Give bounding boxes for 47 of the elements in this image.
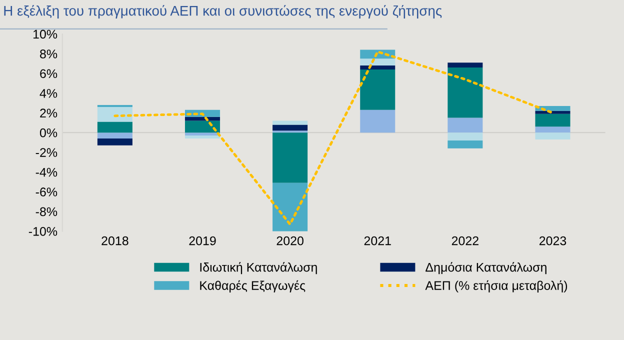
bar <box>184 132 220 136</box>
y-tick-label: 8% <box>40 50 58 58</box>
bar <box>184 120 220 133</box>
bar <box>535 132 570 140</box>
y-tick-label: -8% <box>36 207 58 216</box>
bar <box>184 116 220 121</box>
bar <box>272 132 308 183</box>
bar <box>97 138 132 146</box>
y-tick-label: 4% <box>40 89 58 98</box>
bar <box>535 110 570 114</box>
y-tick-label: -10% <box>28 227 58 236</box>
x-tick-label: 2018 <box>102 236 128 246</box>
x-tick-label: 2020 <box>276 236 304 246</box>
bar <box>448 132 483 140</box>
legend-label: Δημόσια Κατανάλωση <box>426 262 546 274</box>
bar <box>360 69 396 110</box>
y-tick-label: 6% <box>40 69 58 78</box>
legend-label: Καθαρές Εξαγωγές <box>200 280 306 292</box>
chart-title: Η εξέλιξη του πραγματικού ΑΕΠ και οι συνιστώσες της ενεργού ζήτησης <box>4 5 442 18</box>
bar <box>184 136 220 139</box>
bar <box>97 132 132 139</box>
y-tick-label: -2% <box>36 148 58 157</box>
bar <box>448 118 483 133</box>
bar <box>448 140 483 148</box>
y-tick-label: 10% <box>33 30 58 39</box>
bar <box>535 126 570 133</box>
y-tick-label: -4% <box>36 168 58 177</box>
x-tick-label: 2023 <box>539 236 566 246</box>
y-tick-label: -6% <box>36 188 58 196</box>
y-tick-label: 0% <box>40 128 58 138</box>
bar <box>448 62 483 68</box>
bar <box>272 124 308 131</box>
x-tick-label: 2021 <box>364 236 391 246</box>
bar <box>97 122 132 133</box>
bar <box>360 66 396 70</box>
bar <box>97 106 132 122</box>
bar <box>272 182 308 232</box>
legend-label: ΑΕΠ (% ετήσια μεταβολή) <box>425 280 568 292</box>
x-tick-label: 2022 <box>452 236 478 246</box>
bar <box>448 68 483 118</box>
y-tick-label: 2% <box>40 108 58 118</box>
bar <box>360 110 396 133</box>
x-tick-label: 2019 <box>189 236 216 246</box>
bar <box>360 58 396 66</box>
legend-label: Ιδιωτική Κατανάλωση <box>200 262 317 274</box>
bar <box>535 114 570 127</box>
line-series <box>114 50 554 226</box>
